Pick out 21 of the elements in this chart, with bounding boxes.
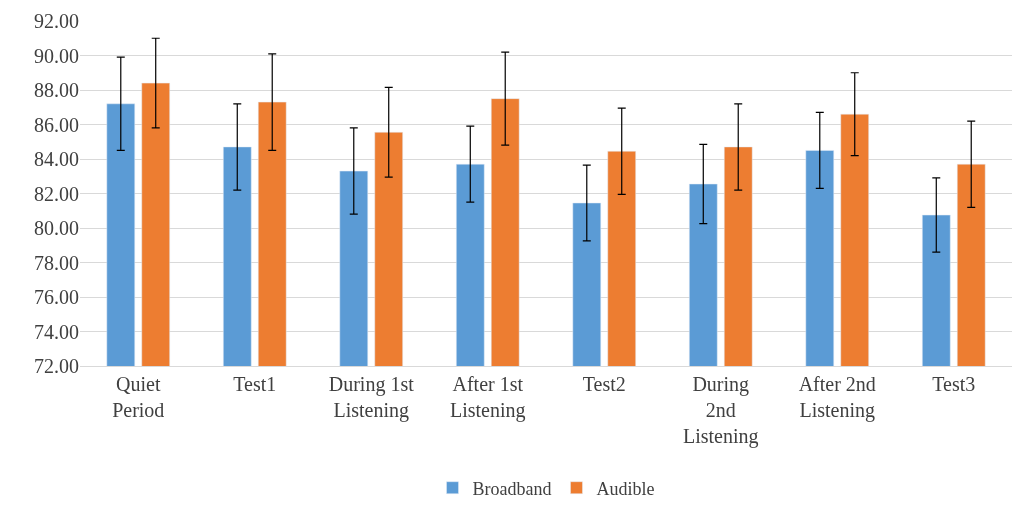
y-tick-label: 84.00 (34, 148, 79, 170)
y-tick-label: 88.00 (34, 79, 79, 101)
y-tick-label: 90.00 (34, 44, 79, 67)
y-tick-label: 86.00 (34, 113, 79, 136)
x-tick-label: Test2 (582, 373, 626, 395)
x-tick-label: Test1 (233, 373, 277, 395)
x-tick-label: Test3 (932, 373, 976, 395)
y-tick-label: 76.00 (34, 286, 79, 308)
legend-label: Broadband (472, 478, 552, 499)
y-tick-label: 92.00 (34, 10, 79, 32)
y-tick-label: 72.00 (34, 355, 79, 377)
legend-label: Audible (596, 478, 655, 499)
x-tick-label: After 1st Listening (449, 373, 526, 422)
y-tick-label: 78.00 (34, 251, 79, 274)
x-tick-label: During 1st Listening (328, 373, 415, 422)
x-tick-label: Quiet Period (112, 373, 165, 421)
y-tick-label: 80.00 (34, 217, 79, 239)
x-tick-label: After 2nd Listening (798, 373, 876, 422)
y-tick-label: 82.00 (34, 182, 79, 205)
y-tick-label: 74.00 (34, 320, 79, 343)
x-tick-label: During 2nd Listening (682, 373, 759, 448)
